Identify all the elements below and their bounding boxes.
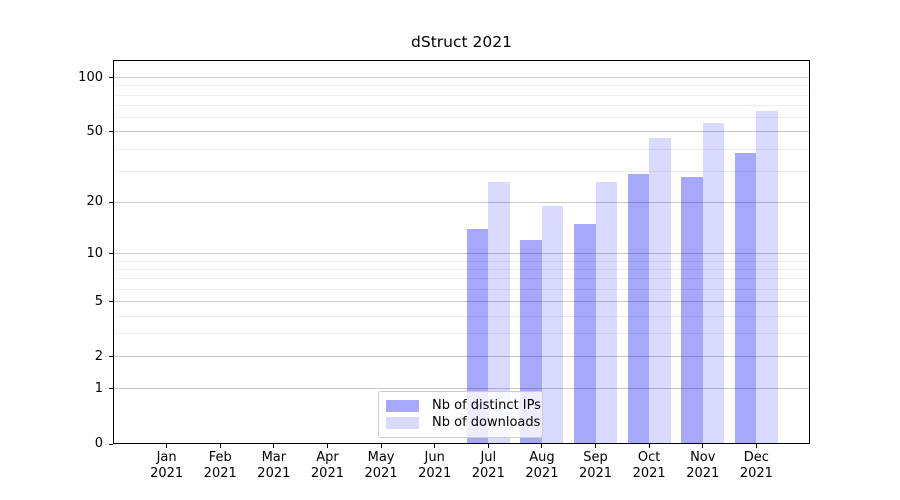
bar-distinct-ips [466, 228, 489, 444]
x-tick-label: Nov 2021 [686, 450, 720, 481]
major-gridline [113, 253, 810, 255]
x-tick-label: Apr 2021 [310, 450, 344, 481]
x-tick-mark [487, 444, 489, 448]
minor-gridline [113, 260, 810, 262]
minor-gridline [113, 117, 810, 119]
bars-layer [113, 60, 810, 444]
bar-downloads [702, 122, 725, 444]
gridlines-layer [113, 60, 810, 444]
x-tick-mark [326, 444, 328, 448]
major-gridline [113, 201, 810, 203]
legend-label-downloads: Nb of downloads [432, 415, 541, 431]
y-tick-label: 5 [94, 293, 103, 309]
major-gridline [113, 131, 810, 133]
x-tick-label: May 2021 [364, 450, 398, 481]
minor-gridline [113, 170, 810, 172]
major-gridline [113, 301, 810, 303]
legend: Nb of distinct IPs Nb of downloads [378, 391, 543, 438]
x-tick-label: Aug 2021 [525, 450, 559, 481]
legend-swatch-distinct-ips [386, 399, 419, 412]
x-tick-mark [166, 444, 168, 448]
minor-gridline [113, 85, 810, 87]
x-tick-label: Feb 2021 [203, 450, 237, 481]
x-tick-mark [755, 444, 757, 448]
legend-swatch-downloads [386, 417, 419, 430]
minor-gridline [113, 105, 810, 107]
x-tick-mark [541, 444, 543, 448]
major-gridline [113, 356, 810, 358]
y-tick-label: 10 [86, 245, 103, 261]
x-tick-mark [648, 444, 650, 448]
bar-downloads [756, 111, 778, 444]
y-tick-mark [109, 388, 113, 390]
x-tick-label: Dec 2021 [739, 450, 773, 481]
x-tick-mark [380, 444, 382, 448]
y-tick-label: 1 [94, 380, 103, 396]
y-tick-mark [109, 131, 113, 133]
y-tick-mark [109, 301, 113, 303]
x-tick-mark [219, 444, 221, 448]
y-tick-mark [109, 253, 113, 255]
chart-title: dStruct 2021 [411, 33, 512, 51]
x-tick-label: Jan 2021 [150, 450, 184, 481]
x-tick-label: Mar 2021 [257, 450, 291, 481]
minor-gridline [113, 315, 810, 317]
x-tick-label: Jul 2021 [471, 450, 505, 481]
minor-gridline [113, 269, 810, 271]
major-gridline [113, 388, 810, 390]
minor-gridline [113, 278, 810, 280]
x-tick-mark [434, 444, 436, 448]
minor-gridline [113, 148, 810, 150]
legend-entry-distinct-ips: Nb of distinct IPs [386, 397, 541, 415]
major-gridline [113, 77, 810, 79]
y-tick-mark [109, 201, 113, 203]
x-tick-mark [595, 444, 597, 448]
bar-downloads [488, 182, 510, 444]
legend-entry-downloads: Nb of downloads [386, 415, 540, 433]
bar-distinct-ips [734, 153, 757, 444]
y-tick-label: 100 [78, 69, 103, 85]
bar-distinct-ips [574, 223, 596, 444]
x-tick-label: Jun 2021 [418, 450, 452, 481]
bar-distinct-ips [681, 176, 703, 444]
bar-downloads [541, 206, 564, 444]
plot-area [113, 60, 810, 444]
x-tick-mark [702, 444, 704, 448]
y-tick-label: 20 [86, 194, 103, 210]
bar-distinct-ips [627, 173, 650, 444]
y-tick-label: 50 [86, 123, 103, 139]
minor-gridline [113, 288, 810, 290]
minor-gridline [113, 333, 810, 335]
bar-downloads [595, 182, 618, 444]
x-tick-label: Sep 2021 [578, 450, 613, 481]
minor-gridline [113, 94, 810, 96]
bar-downloads [649, 138, 671, 444]
y-tick-label: 2 [94, 348, 103, 364]
x-tick-mark [273, 444, 275, 448]
legend-label-distinct-ips: Nb of distinct IPs [432, 397, 541, 413]
y-tick-mark [109, 443, 113, 445]
y-tick-mark [109, 356, 113, 358]
y-tick-mark [109, 77, 113, 79]
x-tick-label: Oct 2021 [632, 450, 666, 481]
y-tick-label: 0 [94, 436, 103, 451]
